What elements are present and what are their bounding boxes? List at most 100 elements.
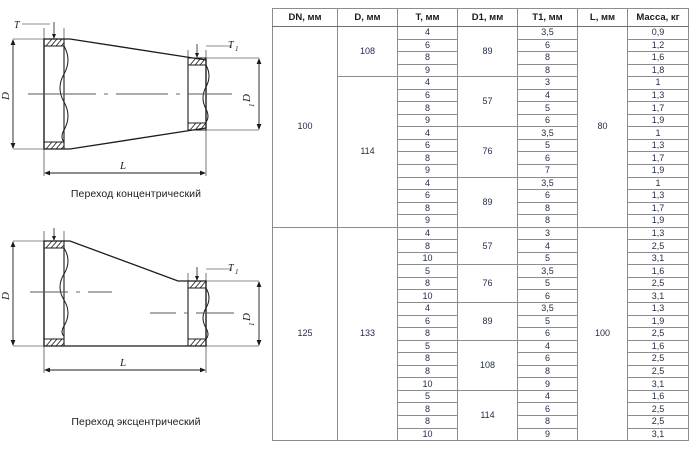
cell-t1: 3,5 bbox=[517, 26, 578, 40]
cell-t1: 6 bbox=[517, 38, 578, 53]
specification-table: DN, мм D, мм T, мм D1, мм T1, мм L, мм М… bbox=[272, 8, 689, 442]
cell-t1: 3 bbox=[517, 226, 578, 241]
cell-t: 9 bbox=[397, 214, 458, 228]
concentric-reducer-drawing: D T T 1 bbox=[0, 20, 262, 176]
cell-t1: 5 bbox=[517, 101, 578, 115]
cell-t: 8 bbox=[397, 51, 458, 65]
cell-mass: 1 bbox=[627, 126, 689, 140]
cell-mass: 2,5 bbox=[627, 364, 689, 379]
cell-t: 10 bbox=[397, 427, 458, 442]
cell-t: 6 bbox=[397, 88, 458, 103]
cell-t: 9 bbox=[397, 164, 458, 178]
table-row: 10 9 3,1 bbox=[273, 427, 689, 442]
label-D: D bbox=[0, 92, 12, 101]
dimension-D-2 bbox=[10, 240, 44, 347]
col-header-dn: DN, мм bbox=[272, 8, 338, 27]
cell-t: 8 bbox=[397, 101, 458, 115]
figure-2-caption: Переход эксцентрический bbox=[71, 416, 201, 428]
table-row: 125 133 4 57 3 100 1,3 bbox=[272, 226, 689, 442]
cell-t1: 4 bbox=[517, 88, 578, 103]
cell-mass: 1,7 bbox=[627, 201, 689, 216]
cell-t: 6 bbox=[397, 314, 458, 329]
table-row: 6 5 1,3 bbox=[273, 138, 689, 153]
dimension-T bbox=[43, 22, 65, 39]
dimension-T1 bbox=[187, 44, 207, 58]
cell-t1: 9 bbox=[517, 377, 578, 391]
label-T: T bbox=[14, 20, 21, 31]
cell-mass: 2,5 bbox=[627, 327, 689, 341]
cell-mass: 1 bbox=[627, 176, 689, 191]
cell-mass: 1,9 bbox=[627, 164, 689, 178]
cell-t: 5 bbox=[397, 389, 458, 404]
cell-mass: 2,5 bbox=[627, 414, 689, 429]
cell-d1: 57 bbox=[457, 226, 518, 266]
cell-t1: 4 bbox=[517, 239, 578, 253]
cell-t: 5 bbox=[397, 264, 458, 278]
cell-t1: 7 bbox=[517, 164, 578, 178]
label-L: L bbox=[119, 160, 126, 172]
cell-t: 9 bbox=[397, 63, 458, 78]
cell-d1: 114 bbox=[457, 389, 518, 442]
figure-eccentric-reducer: D T 1 bbox=[0, 228, 272, 446]
table-row: 8 5 2,5 bbox=[273, 276, 689, 291]
cell-t1: 9 bbox=[517, 427, 578, 442]
cell-d1: 108 bbox=[457, 339, 518, 391]
cell-t: 6 bbox=[397, 138, 458, 153]
table-row: 4 89 3,5 1,3 bbox=[273, 302, 689, 341]
cell-mass: 1,6 bbox=[627, 51, 689, 65]
cell-t1: 3,5 bbox=[517, 264, 578, 278]
cell-t1: 6 bbox=[517, 402, 578, 416]
figure-concentric-reducer: D T T 1 bbox=[0, 10, 272, 225]
table-row: 9 8 1,9 bbox=[273, 214, 689, 228]
table-row: 8 8 2,5 bbox=[273, 414, 689, 429]
table-row: 6 6 1,3 bbox=[273, 189, 689, 203]
dimension-D1 bbox=[206, 57, 262, 131]
cell-mass: 3,1 bbox=[627, 289, 689, 304]
cell-t: 8 bbox=[397, 327, 458, 341]
dimension-D bbox=[10, 38, 44, 150]
cell-mass: 2,5 bbox=[627, 352, 689, 366]
cell-t1: 5 bbox=[517, 276, 578, 291]
cell-t1: 8 bbox=[517, 214, 578, 228]
cell-mass: 2,5 bbox=[627, 402, 689, 416]
cell-mass: 1,3 bbox=[627, 226, 689, 241]
table-row: 6 4 1,3 bbox=[273, 88, 689, 103]
table-row: 8 8 1,7 bbox=[273, 201, 689, 216]
cell-mass: 3,1 bbox=[627, 377, 689, 391]
cell-mass: 1,9 bbox=[627, 314, 689, 329]
table-row: 8 4 2,5 bbox=[273, 239, 689, 253]
cell-l: 100 bbox=[577, 226, 628, 442]
cell-t1: 8 bbox=[517, 201, 578, 216]
cell-mass: 1,3 bbox=[627, 302, 689, 316]
drawings-panel: D T T 1 bbox=[0, 0, 272, 450]
cell-mass: 1,7 bbox=[627, 151, 689, 165]
label-L-2: L bbox=[119, 357, 126, 369]
cell-t1: 6 bbox=[517, 113, 578, 128]
label-T1-2: T bbox=[228, 263, 235, 274]
label-D1-2: D bbox=[241, 313, 253, 322]
cell-mass: 3,1 bbox=[627, 427, 689, 442]
cell-t1: 8 bbox=[517, 63, 578, 78]
cell-t: 8 bbox=[397, 352, 458, 366]
cell-d1: 89 bbox=[457, 176, 518, 228]
cell-d: 108 bbox=[337, 25, 398, 78]
cell-l: 80 bbox=[577, 26, 628, 228]
cell-mass: 1,9 bbox=[627, 214, 689, 228]
table-row: 8 6 1,7 bbox=[273, 151, 689, 165]
figure-1-caption: Переход концентрический bbox=[70, 188, 202, 200]
cell-t: 8 bbox=[397, 364, 458, 379]
label-T1-2-sub: 1 bbox=[235, 268, 239, 276]
cell-t: 6 bbox=[397, 189, 458, 203]
label-D1-2-sub: 1 bbox=[248, 323, 256, 327]
cell-mass: 2,5 bbox=[627, 276, 689, 291]
cell-mass: 1,6 bbox=[627, 264, 689, 278]
cell-d1: 89 bbox=[457, 25, 518, 78]
cell-t1: 5 bbox=[517, 138, 578, 153]
cell-mass: 0,9 bbox=[627, 26, 689, 40]
col-header-mass: Масса, кг bbox=[627, 8, 689, 27]
label-D1-sub: 1 bbox=[248, 104, 256, 108]
cell-t1: 6 bbox=[517, 189, 578, 203]
cell-mass: 1,6 bbox=[627, 389, 689, 404]
cell-t1: 3,5 bbox=[517, 126, 578, 140]
table-body: 100 108 4 89 3,5 80 0,9 6 6 1,2 8 8 1,6 9 8 1,8 114 4 57 3 1… bbox=[272, 25, 689, 442]
